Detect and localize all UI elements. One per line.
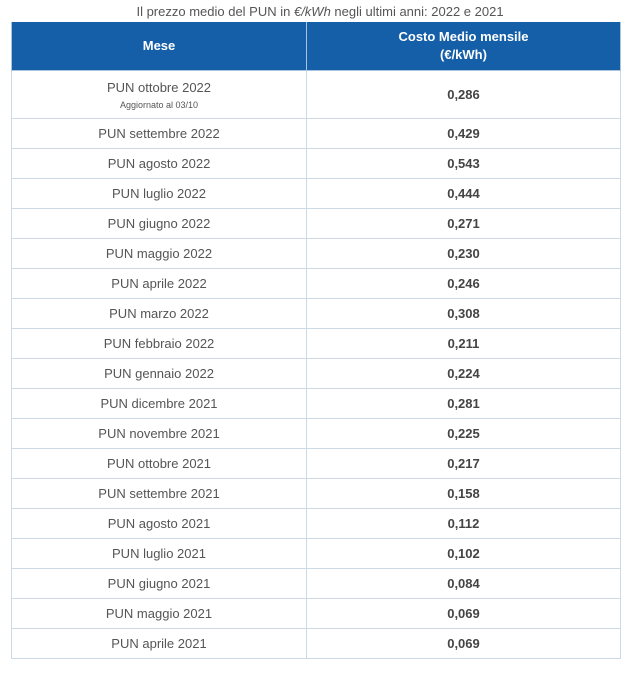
month-label: PUN aprile 2021 <box>111 636 207 651</box>
month-cell: PUN gennaio 2022 <box>11 358 307 389</box>
header-cost-unit: (€/kWh) <box>440 47 487 62</box>
cost-value-cell: 0,211 <box>306 328 621 359</box>
table-row: PUN aprile 2021 0,069 <box>11 628 621 659</box>
month-cell: PUN settembre 2022 <box>11 118 307 149</box>
month-cell: PUN aprile 2021 <box>11 628 307 659</box>
month-cell: PUN novembre 2021 <box>11 418 307 449</box>
table-header-row: Mese Costo Medio mensile (€/kWh) <box>11 22 621 71</box>
month-cell: PUN aprile 2022 <box>11 268 307 299</box>
cost-value-cell: 0,246 <box>306 268 621 299</box>
month-cell: PUN marzo 2022 <box>11 298 307 329</box>
month-label: PUN settembre 2021 <box>98 486 220 501</box>
cost-value-cell: 0,112 <box>306 508 621 539</box>
cost-value-cell: 0,069 <box>306 628 621 659</box>
table-row: PUN ottobre 2021 0,217 <box>11 448 621 479</box>
month-label: PUN dicembre 2021 <box>100 396 218 411</box>
table-row: PUN marzo 2022 0,308 <box>11 298 621 329</box>
month-cell: PUN giugno 2021 <box>11 568 307 599</box>
cost-value-cell: 0,158 <box>306 478 621 509</box>
month-cell: PUN settembre 2021 <box>11 478 307 509</box>
month-label: PUN agosto 2021 <box>107 516 211 531</box>
month-label: PUN marzo 2022 <box>109 306 209 321</box>
month-label: PUN settembre 2022 <box>98 126 220 141</box>
table-row: PUN agosto 2022 0,543 <box>11 148 621 179</box>
table-row: PUN settembre 2022 0,429 <box>11 118 621 149</box>
month-label: PUN maggio 2021 <box>105 606 213 621</box>
cost-value-cell: 0,225 <box>306 418 621 449</box>
cost-value-cell: 0,429 <box>306 118 621 149</box>
month-label: PUN ottobre 2022 <box>106 79 212 95</box>
month-cell: PUN agosto 2021 <box>11 508 307 539</box>
table-row: PUN maggio 2021 0,069 <box>11 598 621 629</box>
cost-value-cell: 0,271 <box>306 208 621 239</box>
month-cell: PUN ottobre 2021 <box>11 448 307 479</box>
table-row: PUN dicembre 2021 0,281 <box>11 388 621 419</box>
cost-value-cell: 0,230 <box>306 238 621 269</box>
cost-value-cell: 0,224 <box>306 358 621 389</box>
table-row: PUN ottobre 2022 Aggiornato al 03/10 0,286 <box>11 70 621 119</box>
month-cell: PUN maggio 2022 <box>11 238 307 269</box>
cost-value-cell: 0,308 <box>306 298 621 329</box>
table-row: PUN luglio 2022 0,444 <box>11 178 621 209</box>
cost-value-cell: 0,084 <box>306 568 621 599</box>
cost-value-cell: 0,069 <box>306 598 621 629</box>
table-row: PUN giugno 2022 0,271 <box>11 208 621 239</box>
month-label: PUN agosto 2022 <box>107 156 211 171</box>
table-row: PUN novembre 2021 0,225 <box>11 418 621 449</box>
table-row: PUN luglio 2021 0,102 <box>11 538 621 569</box>
month-label: PUN ottobre 2021 <box>106 456 212 471</box>
month-label: PUN giugno 2022 <box>107 216 211 231</box>
table-row: PUN giugno 2021 0,084 <box>11 568 621 599</box>
table-caption: Il prezzo medio del PUN in €/kWh negli u… <box>0 4 640 20</box>
table-row: PUN agosto 2021 0,112 <box>11 508 621 539</box>
month-cell: PUN dicembre 2021 <box>11 388 307 419</box>
month-label: PUN luglio 2022 <box>112 186 206 201</box>
month-cell: PUN luglio 2021 <box>11 538 307 569</box>
table-row: PUN gennaio 2022 0,224 <box>11 358 621 389</box>
month-label: PUN giugno 2021 <box>107 576 211 591</box>
month-label: PUN maggio 2022 <box>105 246 213 261</box>
month-cell: PUN maggio 2021 <box>11 598 307 629</box>
caption-prefix: Il prezzo medio del PUN in <box>136 4 294 19</box>
month-label: PUN febbraio 2022 <box>103 336 215 351</box>
cost-value-cell: 0,102 <box>306 538 621 569</box>
pun-price-table: Mese Costo Medio mensile (€/kWh) PUN otto… <box>11 22 621 659</box>
month-label: PUN aprile 2022 <box>111 276 207 291</box>
table-row: PUN settembre 2021 0,158 <box>11 478 621 509</box>
table-row: PUN febbraio 2022 0,211 <box>11 328 621 359</box>
month-cell: PUN giugno 2022 <box>11 208 307 239</box>
cost-value-cell: 0,217 <box>306 448 621 479</box>
header-cost: Costo Medio mensile (€/kWh) <box>306 22 621 71</box>
month-cell: PUN luglio 2022 <box>11 178 307 209</box>
header-cost-label: Costo Medio mensile <box>398 29 529 44</box>
month-cell: PUN ottobre 2022 Aggiornato al 03/10 <box>11 70 307 119</box>
caption-unit: €/kWh <box>293 4 331 19</box>
month-cell: PUN febbraio 2022 <box>11 328 307 359</box>
cost-value-cell: 0,286 <box>306 70 621 119</box>
month-label: PUN luglio 2021 <box>112 546 206 561</box>
month-label: PUN gennaio 2022 <box>104 366 214 381</box>
cost-value-cell: 0,543 <box>306 148 621 179</box>
cost-value-cell: 0,444 <box>306 178 621 209</box>
table-row: PUN maggio 2022 0,230 <box>11 238 621 269</box>
month-label: PUN novembre 2021 <box>98 426 220 441</box>
month-cell: PUN agosto 2022 <box>11 148 307 179</box>
update-note: Aggiornato al 03/10 <box>119 99 199 110</box>
cost-value-cell: 0,281 <box>306 388 621 419</box>
table-row: PUN aprile 2022 0,246 <box>11 268 621 299</box>
header-month: Mese <box>11 22 307 71</box>
caption-suffix: negli ultimi anni: 2022 e 2021 <box>330 4 504 19</box>
